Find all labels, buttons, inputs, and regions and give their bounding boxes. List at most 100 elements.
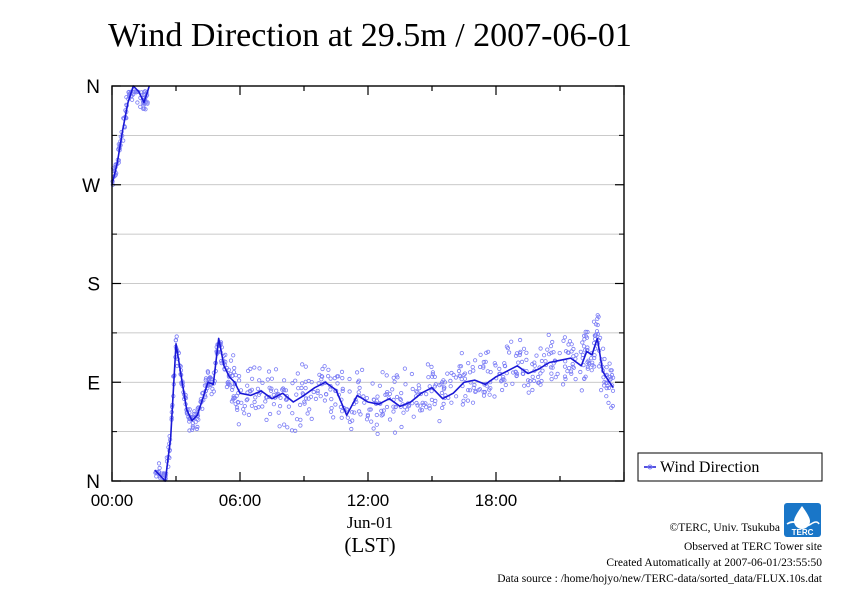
data-point (266, 369, 272, 374)
data-point (502, 361, 507, 366)
logo-text: TERC (792, 528, 814, 537)
data-point (406, 403, 412, 409)
data-point (460, 402, 465, 407)
data-point (387, 391, 392, 396)
y-tick-label: N (86, 472, 100, 493)
data-point (466, 360, 471, 366)
data-point (429, 388, 434, 394)
data-point (441, 378, 446, 383)
data-point (293, 428, 298, 433)
data-point (237, 373, 242, 379)
data-point (414, 400, 419, 406)
data-point (349, 426, 354, 432)
data-point (441, 385, 447, 390)
data-point (335, 374, 340, 379)
data-point (318, 394, 323, 399)
data-point (488, 385, 493, 391)
data-point (257, 366, 262, 371)
x-tick-label: 12:00 (347, 491, 390, 510)
data-point (244, 398, 249, 403)
data-point (229, 399, 234, 404)
data-point (420, 400, 425, 405)
data-point (256, 405, 261, 410)
data-point (561, 338, 566, 343)
data-point (328, 376, 333, 381)
data-point (196, 417, 201, 422)
data-point (339, 369, 345, 374)
data-point (131, 92, 136, 97)
data-point (548, 343, 554, 349)
data-point (248, 366, 253, 371)
data-point (557, 350, 562, 356)
data-point (467, 388, 473, 393)
data-point (286, 404, 291, 409)
data-point (595, 322, 600, 328)
data-point (449, 400, 454, 405)
data-point (322, 398, 327, 403)
data-point (459, 350, 464, 356)
data-point (340, 386, 345, 391)
data-point (230, 387, 235, 392)
data-point (609, 368, 614, 373)
data-point (563, 349, 569, 354)
data-point (361, 394, 366, 399)
data-point (609, 405, 614, 410)
data-point (325, 373, 331, 379)
data-point (430, 370, 435, 375)
data-point (509, 339, 514, 344)
data-point (607, 361, 612, 366)
x-axis-label: Jun-01 (347, 513, 393, 532)
data-point (207, 375, 212, 380)
data-point (395, 375, 400, 380)
terc-logo: TERC (784, 503, 821, 537)
data-point (392, 379, 397, 384)
data-point (415, 389, 420, 395)
data-point (187, 428, 192, 433)
data-point (255, 386, 260, 391)
data-point (297, 402, 303, 407)
data-point (604, 365, 609, 370)
data-point (273, 367, 279, 372)
data-point (357, 385, 362, 390)
data-point (590, 360, 595, 365)
data-point (299, 385, 304, 391)
data-point (307, 407, 312, 412)
data-point (591, 319, 597, 324)
data-point (320, 366, 325, 372)
data-point (546, 332, 551, 337)
data-point (402, 366, 407, 371)
data-point (585, 366, 590, 371)
data-point (231, 353, 236, 358)
data-point (290, 411, 295, 416)
y-tick-label: S (87, 275, 100, 296)
data-point (319, 377, 324, 382)
data-point (190, 425, 195, 430)
data-point (380, 370, 385, 375)
data-point (493, 363, 498, 368)
series-line-group (111, 85, 614, 482)
data-point (445, 371, 450, 376)
data-point (472, 382, 477, 388)
data-point (194, 426, 199, 432)
data-point (237, 378, 242, 383)
data-point (391, 375, 396, 380)
data-point (511, 370, 516, 375)
data-point (205, 370, 211, 375)
x-tick-label: 06:00 (219, 491, 262, 510)
data-point (401, 410, 406, 415)
data-point (415, 403, 420, 408)
data-point (414, 389, 419, 394)
data-point (371, 397, 377, 402)
data-point (492, 394, 497, 399)
data-point (430, 372, 435, 377)
data-point (374, 412, 379, 418)
credit-org: ©TERC, Univ. Tsukuba (670, 522, 780, 534)
data-point (545, 347, 550, 352)
data-point (242, 403, 247, 409)
data-point (492, 361, 497, 366)
data-point (267, 411, 273, 417)
data-point (328, 387, 333, 392)
data-point (138, 104, 143, 109)
data-point (349, 410, 355, 415)
